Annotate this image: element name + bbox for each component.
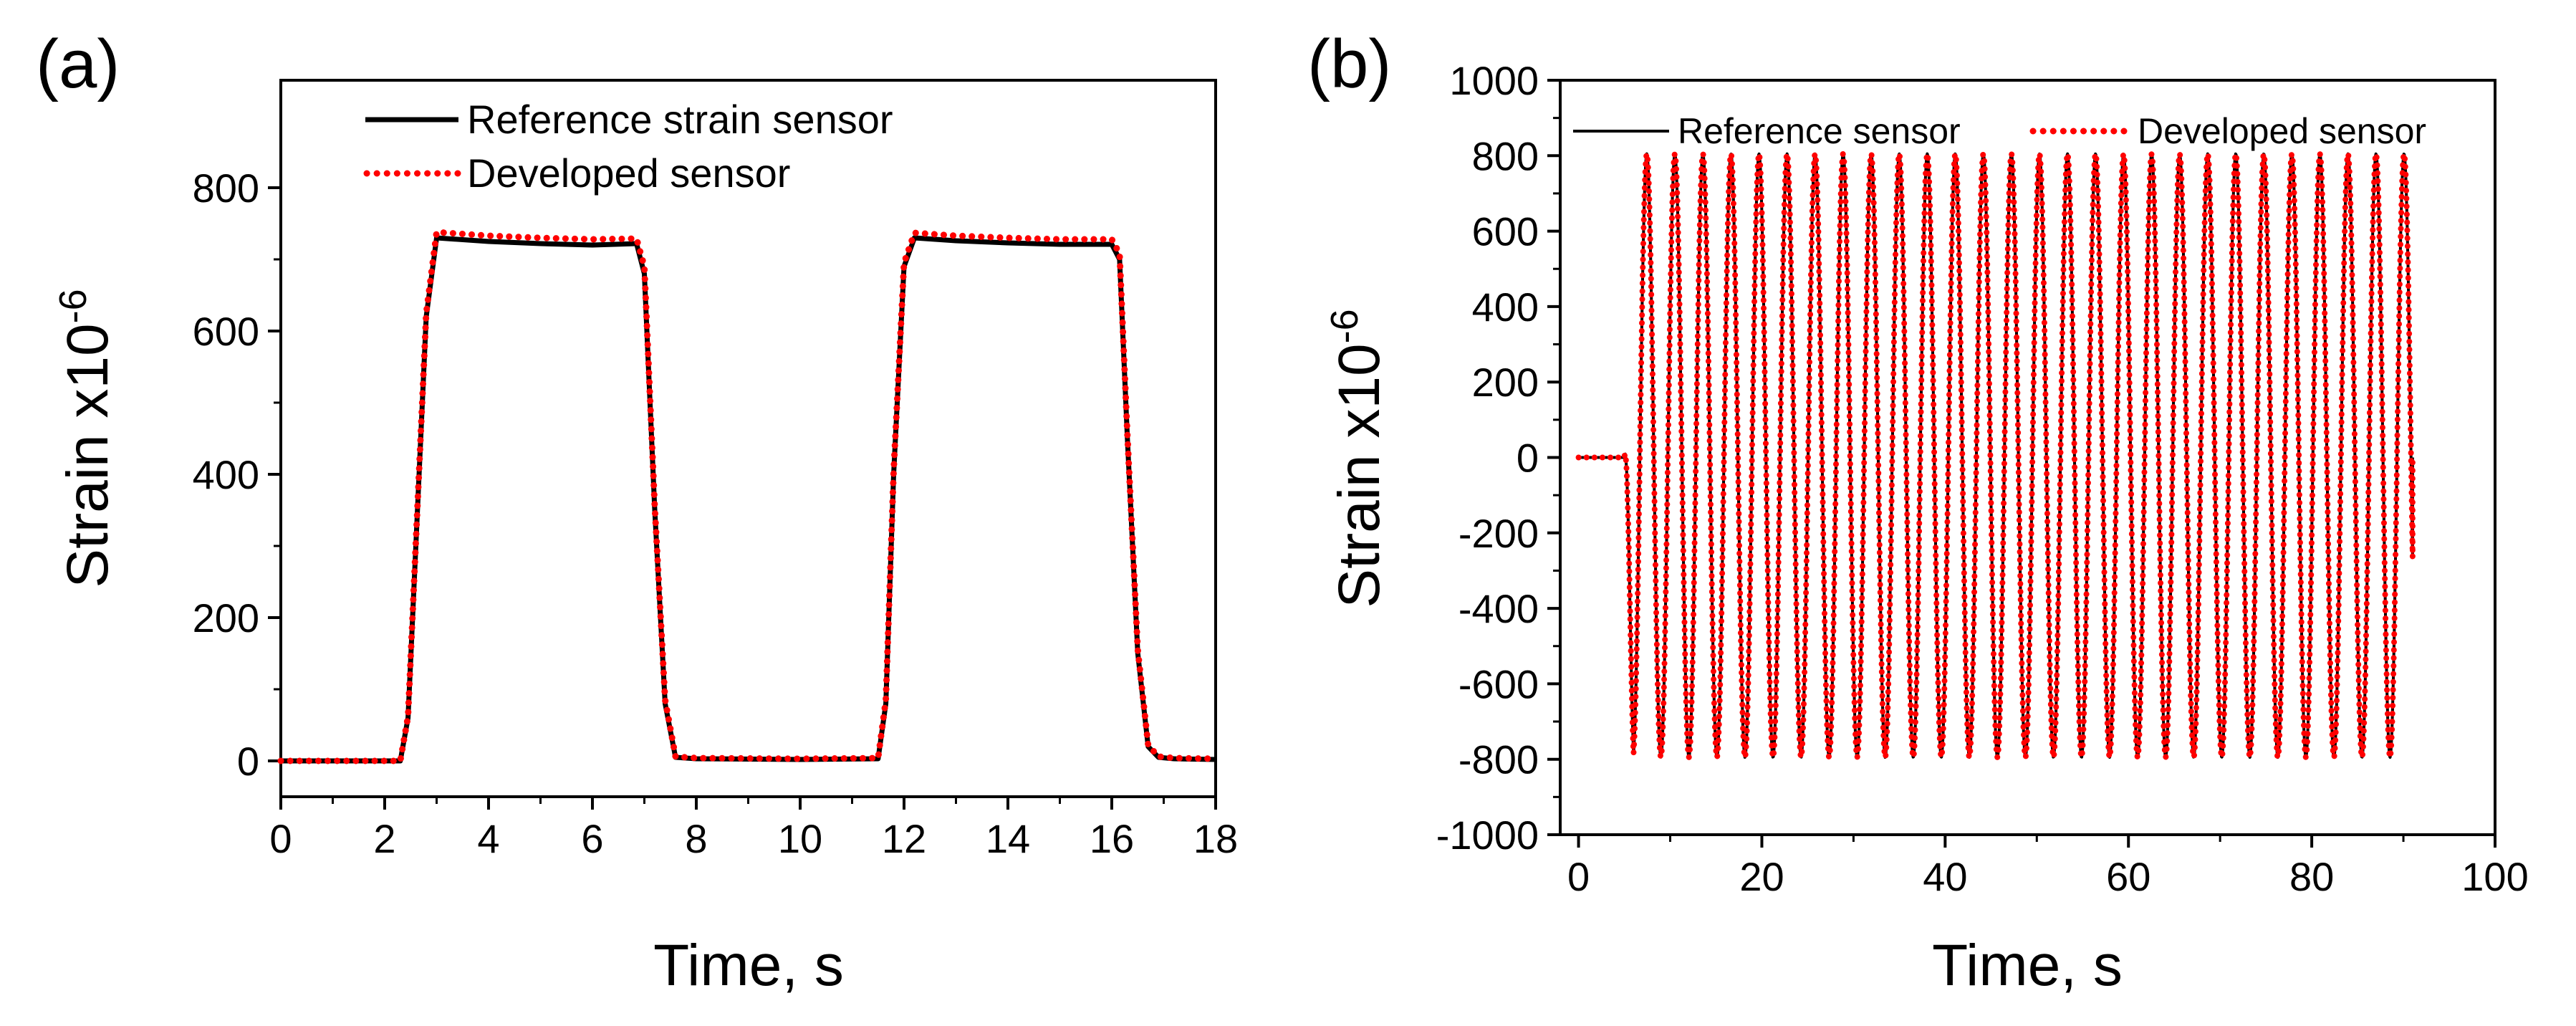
panel-b-y-axis-title: Strain x10-6 (1323, 309, 1392, 608)
panel-b-y-tick-label: -1000 (1436, 812, 1539, 858)
panel-a-series-reference-line (281, 235, 1216, 764)
panel-a-x-tick-label: 10 (778, 816, 822, 861)
panel-a-y-ticks: 0 200 400 600 800 (193, 166, 281, 784)
panel-a-y-tick-label: 200 (193, 595, 259, 641)
panel-b: (b) -1000-800-600-400-200020040060080010… (1307, 26, 2529, 998)
panel-b-label: (b) (1307, 26, 1391, 102)
panel-b-x-tick-label: 100 (2461, 854, 2528, 899)
panel-b-y-ticks: -1000 -800 -600 -400 -200 0 200 400 600 800 1000 (1436, 58, 1560, 858)
panel-b-x-tick-label: 40 (1923, 854, 1967, 899)
panel-b-series (1575, 150, 2416, 761)
panel-b-y-tick-label: 200 (1472, 360, 1539, 405)
panel-a-x-tick-label: 0 (269, 816, 292, 861)
panel-b-x-tick-label: 80 (2289, 854, 2334, 899)
panel-b-x-ticks: 0 20 40 60 80 100 (1567, 835, 2529, 899)
panel-a-x-tick-label: 18 (1193, 816, 1238, 861)
panel-a-series (277, 229, 1219, 764)
panel-a-y-axis-title-exponent: -6 (52, 289, 95, 323)
panel-a-y-tick-label: 0 (237, 739, 259, 784)
panel-a-x-axis-title: Time, s (653, 933, 844, 998)
panel-b-y-tick-label: 600 (1472, 209, 1539, 254)
panel-a-x-tick-label: 4 (477, 816, 499, 861)
panel-a-y-axis-title: Strain x10-6 (52, 289, 120, 588)
panel-b-x-axis-title: Time, s (1932, 933, 2123, 998)
panel-a-x-tick-label: 16 (1090, 816, 1134, 861)
panel-a-legend-developed-label: Developed sensor (467, 150, 790, 196)
panel-a-x-tick-label: 12 (882, 816, 926, 861)
panel-a-x-tick-label: 6 (581, 816, 603, 861)
panel-a-y-tick-label: 400 (193, 452, 259, 497)
panel-b-x-tick-label: 0 (1567, 854, 1590, 899)
panel-a-x-tick-label: 2 (373, 816, 395, 861)
panel-b-y-tick-label: 400 (1472, 284, 1539, 330)
panel-b-x-tick-label: 60 (2106, 854, 2150, 899)
panel-b-x-tick-label: 20 (1739, 854, 1784, 899)
panel-b-y-axis-title-exponent: -6 (1323, 309, 1366, 343)
panel-a-series-developed-line (277, 229, 1219, 764)
panel-b-legend: Reference sensor Developed sensor (1573, 111, 2426, 151)
panel-b-y-tick-label: -400 (1458, 586, 1539, 631)
panel-a-x-ticks: 0 2 4 6 8 10 12 14 16 18 (269, 797, 1238, 861)
panel-a-y-tick-label: 800 (193, 166, 259, 211)
panel-b-y-tick-label: -600 (1458, 661, 1539, 706)
panel-a-legend-reference-label: Reference strain sensor (467, 97, 893, 142)
panel-b-y-tick-label: -200 (1458, 511, 1539, 556)
panel-a-legend: Reference strain sensor Developed sensor (363, 97, 893, 196)
panel-a-x-tick-label: 8 (685, 816, 707, 861)
panel-b-legend-reference-label: Reference sensor (1678, 111, 1961, 151)
panel-a-x-tick-label: 14 (986, 816, 1030, 861)
panel-b-y-tick-label: 800 (1472, 133, 1539, 178)
panel-b-legend-developed-label: Developed sensor (2138, 111, 2426, 151)
panel-b-y-tick-label: -800 (1458, 737, 1539, 782)
panel-a-y-tick-label: 600 (193, 309, 259, 354)
panel-b-y-tick-label: 0 (1517, 436, 1539, 481)
panel-b-series-developed-line (1575, 150, 2416, 761)
panel-a-label: (a) (36, 26, 120, 102)
panel-b-y-tick-label: 1000 (1449, 58, 1539, 103)
panel-a-y-axis-title-base: Strain x10 (55, 323, 120, 588)
panel-b-y-axis-title-base: Strain x10 (1327, 343, 1392, 608)
panel-a: (a) 0 200 400 600 800 0 2 4 6 8 10 12 14 16 18 Time, … (36, 26, 1238, 998)
